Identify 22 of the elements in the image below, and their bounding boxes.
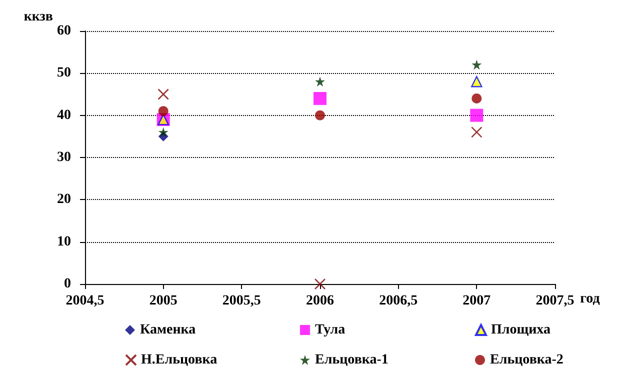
x-tick-label: 2005,5 xyxy=(222,294,261,308)
y-tick-label: 10 xyxy=(57,234,71,250)
y-tick-label: 40 xyxy=(57,108,71,123)
y-tick-label: 30 xyxy=(57,150,71,165)
x-tick-label: 2006 xyxy=(306,294,334,308)
legend-label: Ельцовка-2 xyxy=(490,352,564,368)
x-tick-label: 2007 xyxy=(462,294,491,308)
y-tick-label: 0 xyxy=(64,276,71,292)
y-tick-label: 20 xyxy=(57,192,71,208)
legend-label: Тула xyxy=(315,322,346,338)
legend-label: Н.Ельцовка xyxy=(141,352,218,368)
x-axis-title: год xyxy=(580,292,600,306)
legend-label: Каменка xyxy=(140,322,196,338)
legend-label: Ельцовка-1 xyxy=(315,352,388,368)
legend-label: Площиха xyxy=(491,322,550,338)
y-axis-title: ккзв xyxy=(24,10,54,25)
x-tick-label: 2007,5 xyxy=(536,294,574,308)
y-tick-label: 60 xyxy=(57,24,71,38)
y-tick-label: 50 xyxy=(57,66,71,81)
x-tick-label: 2005 xyxy=(149,294,178,308)
x-tick-label: 2006,5 xyxy=(379,294,418,308)
x-tick-label: 2004,5 xyxy=(66,294,104,308)
